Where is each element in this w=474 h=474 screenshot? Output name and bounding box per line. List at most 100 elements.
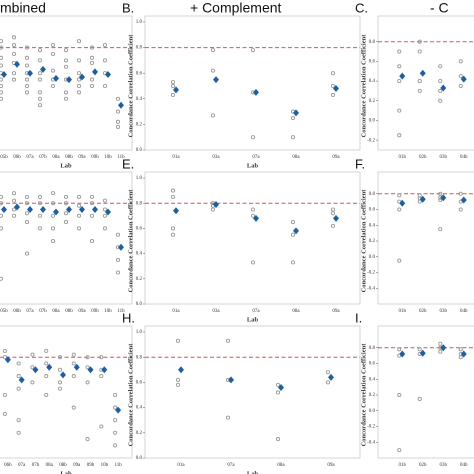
- x-tick-label: 07a: [227, 463, 235, 468]
- y-tick-label: 0.6: [369, 208, 376, 213]
- data-point: [175, 382, 181, 387]
- data-point: [11, 77, 17, 82]
- panel-label: F.: [355, 156, 365, 171]
- y-tick-label: -0.2: [367, 271, 375, 276]
- mean-marker: [53, 208, 59, 216]
- panel-frame: [377, 325, 474, 459]
- mean-marker: [213, 200, 219, 208]
- x-tick-label: 08b: [59, 463, 67, 468]
- data-point: [102, 226, 108, 231]
- y-tick-label: 0.6: [369, 362, 376, 367]
- data-point: [11, 42, 17, 48]
- mean-marker: [27, 206, 33, 213]
- data-point: [44, 392, 49, 398]
- y-tick-label: -0.4: [367, 440, 375, 445]
- y-axis-label: Concordance Correlation Coefficient: [360, 343, 367, 447]
- x-tick-label: 08a: [52, 309, 60, 314]
- data-point: [417, 49, 422, 54]
- data-point: [76, 226, 82, 231]
- data-point: [417, 88, 422, 93]
- data-point: [0, 77, 4, 82]
- data-point: [330, 207, 336, 212]
- x-tick-label: 10b: [101, 463, 109, 468]
- x-tick-label: 02b: [419, 155, 427, 160]
- data-point: [2, 348, 7, 353]
- data-point: [63, 201, 69, 206]
- mean-marker: [213, 76, 219, 84]
- x-tick-label: 07a: [18, 463, 26, 468]
- data-point: [170, 83, 176, 89]
- mean-marker: [440, 194, 447, 202]
- data-point: [397, 79, 402, 84]
- data-point: [24, 90, 30, 95]
- panel-frame: [144, 325, 361, 459]
- y-tick-label: 0.4: [136, 97, 143, 102]
- data-point: [11, 191, 17, 196]
- data-point: [37, 58, 43, 63]
- data-point: [24, 77, 30, 82]
- x-tick-label: 08a: [46, 463, 54, 468]
- mean-marker: [228, 376, 234, 384]
- data-point: [44, 374, 49, 379]
- x-tick-label: 01b: [399, 155, 407, 160]
- data-point: [37, 201, 43, 206]
- mean-marker: [66, 206, 72, 213]
- x-tick-label: 09b: [91, 155, 99, 160]
- mean-marker: [40, 206, 46, 213]
- data-point: [24, 220, 30, 225]
- data-point: [438, 64, 443, 69]
- data-point: [37, 103, 43, 108]
- x-tick-label: 07b: [39, 155, 47, 160]
- data-point: [438, 79, 443, 84]
- data-point: [57, 386, 63, 391]
- data-point: [325, 370, 331, 375]
- mean-marker: [40, 65, 46, 73]
- mean-marker: [92, 68, 98, 76]
- data-point: [37, 194, 43, 199]
- x-tick-label: 09a: [78, 155, 86, 160]
- data-point: [170, 92, 176, 98]
- data-point: [397, 207, 402, 212]
- data-point: [37, 48, 43, 53]
- data-point: [458, 74, 463, 79]
- mean-marker: [253, 214, 259, 222]
- mean-marker: [173, 86, 179, 94]
- data-point: [11, 51, 17, 57]
- y-axis-label: Concordance Correlation Coefficient: [360, 189, 367, 293]
- data-point: [115, 119, 121, 124]
- data-point: [438, 98, 443, 103]
- data-point: [63, 96, 69, 101]
- data-point: [76, 77, 82, 82]
- data-point: [63, 64, 69, 69]
- y-tick-label: 0.0: [136, 456, 143, 461]
- data-point: [113, 418, 118, 423]
- y-tick-label: 0.4: [369, 79, 376, 84]
- x-tick-label: 01b: [399, 463, 407, 468]
- data-point: [210, 207, 216, 212]
- data-point: [89, 60, 95, 66]
- data-point: [99, 424, 104, 429]
- mean-marker: [14, 203, 20, 211]
- data-point: [397, 448, 402, 453]
- data-point: [63, 211, 69, 216]
- x-tick-label: 08a: [277, 463, 285, 468]
- x-tick-label: 11b: [117, 309, 125, 314]
- data-point: [24, 251, 30, 256]
- data-point: [24, 63, 30, 68]
- data-point: [85, 355, 90, 360]
- panel-frame: [144, 171, 361, 305]
- data-point: [30, 380, 35, 385]
- data-point: [417, 39, 422, 44]
- data-point: [113, 392, 118, 398]
- data-point: [11, 213, 17, 218]
- data-point: [89, 238, 95, 244]
- data-point: [37, 213, 43, 218]
- mean-marker: [178, 366, 184, 374]
- data-point: [397, 108, 402, 113]
- data-point: [76, 90, 82, 95]
- mean-marker: [27, 69, 33, 77]
- data-point: [417, 79, 422, 84]
- data-point: [397, 258, 402, 263]
- data-point: [250, 213, 256, 218]
